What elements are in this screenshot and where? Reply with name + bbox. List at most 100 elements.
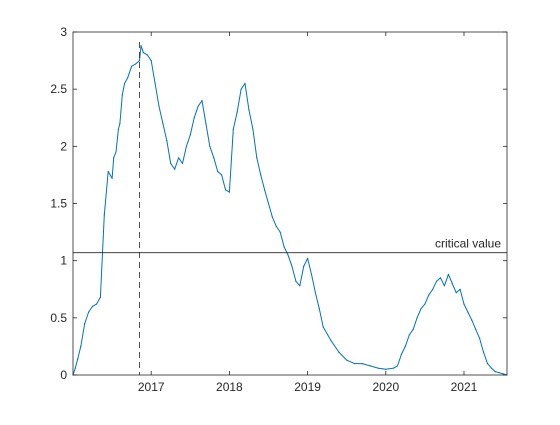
data-point <box>119 122 121 125</box>
data-point <box>189 134 191 136</box>
data-point <box>412 328 414 330</box>
data-point <box>330 340 332 342</box>
data-point <box>408 334 410 336</box>
data-point <box>322 326 324 328</box>
x-axis: 2017 2018 2019 2020 2021 <box>138 32 478 394</box>
data-point <box>103 214 105 216</box>
data-point <box>393 367 395 369</box>
data-point <box>416 317 418 319</box>
data-point <box>80 345 82 347</box>
data-point <box>158 105 160 107</box>
data-point <box>107 170 109 173</box>
data-point <box>84 323 86 325</box>
data-point <box>248 109 250 111</box>
annotations: critical value <box>73 42 507 375</box>
data-point <box>178 157 180 159</box>
data-point <box>287 254 289 256</box>
data-point <box>498 372 500 374</box>
data-point <box>463 303 465 305</box>
data-point <box>217 170 219 173</box>
data-point <box>267 202 270 205</box>
data-point <box>131 65 133 67</box>
plot-area <box>72 45 508 376</box>
data-point <box>205 122 207 125</box>
data-point <box>502 373 504 375</box>
x-tick-label: 2018 <box>216 380 243 394</box>
data-point <box>146 54 148 56</box>
data-point <box>318 308 320 310</box>
data-point <box>283 246 285 248</box>
data-point <box>252 128 254 130</box>
data-point <box>307 257 309 259</box>
data-point <box>443 285 445 287</box>
critical-value-label: critical value <box>435 237 501 251</box>
data-point <box>240 88 242 90</box>
data-point <box>174 168 176 170</box>
series-line-0 <box>72 45 508 376</box>
data-point <box>162 122 164 125</box>
data-point <box>455 292 457 294</box>
y-tick-label: 0.5 <box>50 311 67 325</box>
data-point <box>213 157 215 159</box>
data-point <box>447 273 449 275</box>
data-point <box>170 162 172 165</box>
data-point <box>279 231 281 233</box>
data-point <box>353 363 356 365</box>
data-point <box>209 145 211 147</box>
data-point <box>424 303 426 305</box>
data-point <box>451 282 453 285</box>
data-point <box>138 60 141 62</box>
data-point <box>135 63 137 65</box>
data-point <box>193 117 195 119</box>
data-point <box>385 368 387 370</box>
data-point <box>432 288 434 290</box>
data-point <box>428 294 430 296</box>
data-point <box>201 100 203 102</box>
data-point <box>124 82 126 84</box>
data-point <box>295 280 297 282</box>
y-tick-label: 1.5 <box>50 197 67 211</box>
data-point <box>228 191 230 193</box>
x-tick-label: 2020 <box>372 380 399 394</box>
data-point <box>95 303 98 305</box>
data-point <box>77 358 79 360</box>
data-point <box>99 296 101 298</box>
data-point <box>459 288 461 290</box>
data-point <box>490 367 492 369</box>
data-point <box>291 265 293 267</box>
data-point <box>439 277 442 279</box>
x-tick-label: 2021 <box>451 380 478 394</box>
data-point <box>256 157 258 159</box>
y-tick-label: 2.5 <box>50 82 67 96</box>
data-point <box>400 353 402 355</box>
data-point <box>181 162 184 165</box>
y-tick-label: 2 <box>60 139 67 153</box>
data-point <box>117 128 119 130</box>
data-point <box>236 111 238 113</box>
data-point <box>475 328 477 330</box>
data-point <box>346 359 348 361</box>
data-point <box>479 337 481 339</box>
data-point <box>420 308 422 310</box>
data-point <box>436 280 438 282</box>
data-point <box>74 367 76 369</box>
data-point <box>467 311 469 313</box>
data-point <box>111 177 113 179</box>
data-point <box>197 105 199 107</box>
axes-box <box>72 31 508 376</box>
data-point <box>221 174 223 176</box>
data-point <box>244 82 246 84</box>
data-point <box>303 265 305 267</box>
data-point <box>154 82 156 84</box>
data-point <box>113 157 115 159</box>
y-tick-label: 1 <box>60 254 67 268</box>
data-point <box>314 292 316 294</box>
data-point <box>115 151 117 153</box>
data-point <box>396 365 399 367</box>
data-point <box>166 140 168 142</box>
data-point <box>369 365 371 367</box>
data-point <box>404 345 406 347</box>
data-point <box>140 45 142 47</box>
